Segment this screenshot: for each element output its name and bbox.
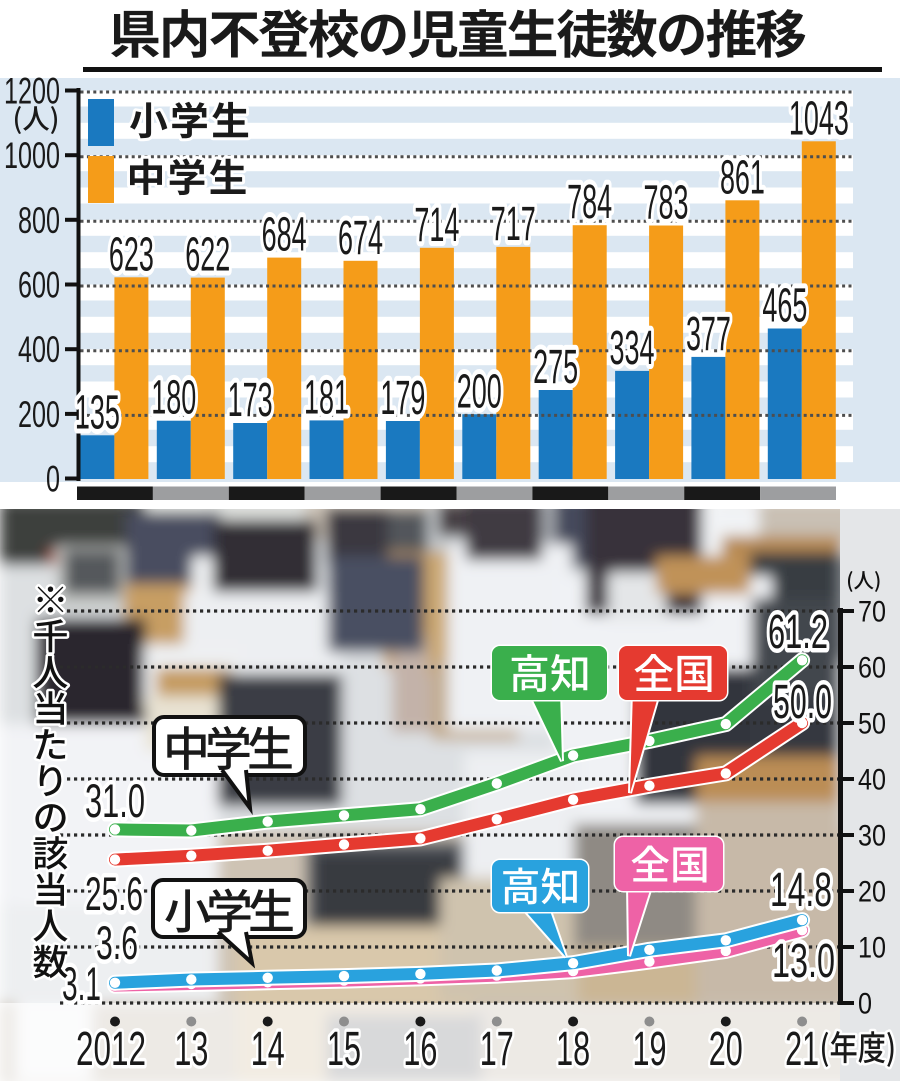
svg-text:21: 21 <box>785 1023 819 1076</box>
svg-text:50.0: 50.0 <box>773 676 832 729</box>
svg-text:40: 40 <box>858 764 886 797</box>
svg-text:15: 15 <box>327 1023 361 1076</box>
svg-text:1200: 1200 <box>4 71 60 112</box>
svg-text:25.6: 25.6 <box>85 867 143 920</box>
svg-text:18: 18 <box>556 1023 590 1076</box>
svg-text:0: 0 <box>858 988 872 1021</box>
svg-text:674: 674 <box>338 212 383 265</box>
svg-text:17: 17 <box>480 1023 514 1076</box>
svg-text:135: 135 <box>75 386 120 439</box>
svg-text:20: 20 <box>709 1023 743 1076</box>
svg-text:200: 200 <box>457 365 502 418</box>
svg-text:19: 19 <box>632 1023 666 1076</box>
svg-text:861: 861 <box>720 151 765 204</box>
svg-text:400: 400 <box>18 329 60 370</box>
svg-text:800: 800 <box>18 200 60 241</box>
svg-text:61.2: 61.2 <box>768 606 828 659</box>
svg-text:70: 70 <box>858 596 886 629</box>
svg-text:14.8: 14.8 <box>770 864 832 917</box>
svg-text:179: 179 <box>380 372 425 425</box>
svg-text:784: 784 <box>567 176 612 229</box>
svg-text:1000: 1000 <box>4 135 60 176</box>
svg-text:1043: 1043 <box>789 92 849 145</box>
svg-text:783: 783 <box>644 177 689 230</box>
svg-text:180: 180 <box>151 372 196 425</box>
svg-text:14: 14 <box>251 1023 285 1076</box>
svg-text:20: 20 <box>858 876 886 909</box>
svg-text:31.0: 31.0 <box>85 774 145 827</box>
svg-text:173: 173 <box>228 374 273 427</box>
svg-text:181: 181 <box>304 371 349 424</box>
svg-text:30: 30 <box>858 820 886 853</box>
svg-text:16: 16 <box>403 1023 437 1076</box>
svg-text:50: 50 <box>858 708 886 741</box>
svg-text:2012: 2012 <box>76 1023 146 1076</box>
svg-text:465: 465 <box>762 279 807 332</box>
svg-text:13: 13 <box>174 1023 208 1076</box>
svg-text:200: 200 <box>18 394 60 435</box>
svg-text:623: 623 <box>109 228 154 281</box>
svg-text:275: 275 <box>533 341 578 394</box>
svg-text:3.1: 3.1 <box>62 957 101 1010</box>
svg-text:622: 622 <box>185 229 230 282</box>
svg-text:717: 717 <box>491 198 536 251</box>
svg-text:714: 714 <box>414 199 459 252</box>
svg-text:334: 334 <box>610 322 655 375</box>
svg-text:10: 10 <box>858 932 886 965</box>
svg-text:684: 684 <box>262 209 307 262</box>
svg-text:377: 377 <box>686 308 731 361</box>
svg-text:0: 0 <box>46 459 60 500</box>
svg-text:600: 600 <box>18 265 60 306</box>
svg-text:60: 60 <box>858 652 886 685</box>
svg-text:13.0: 13.0 <box>772 935 835 988</box>
svg-text:3.6: 3.6 <box>96 916 138 969</box>
